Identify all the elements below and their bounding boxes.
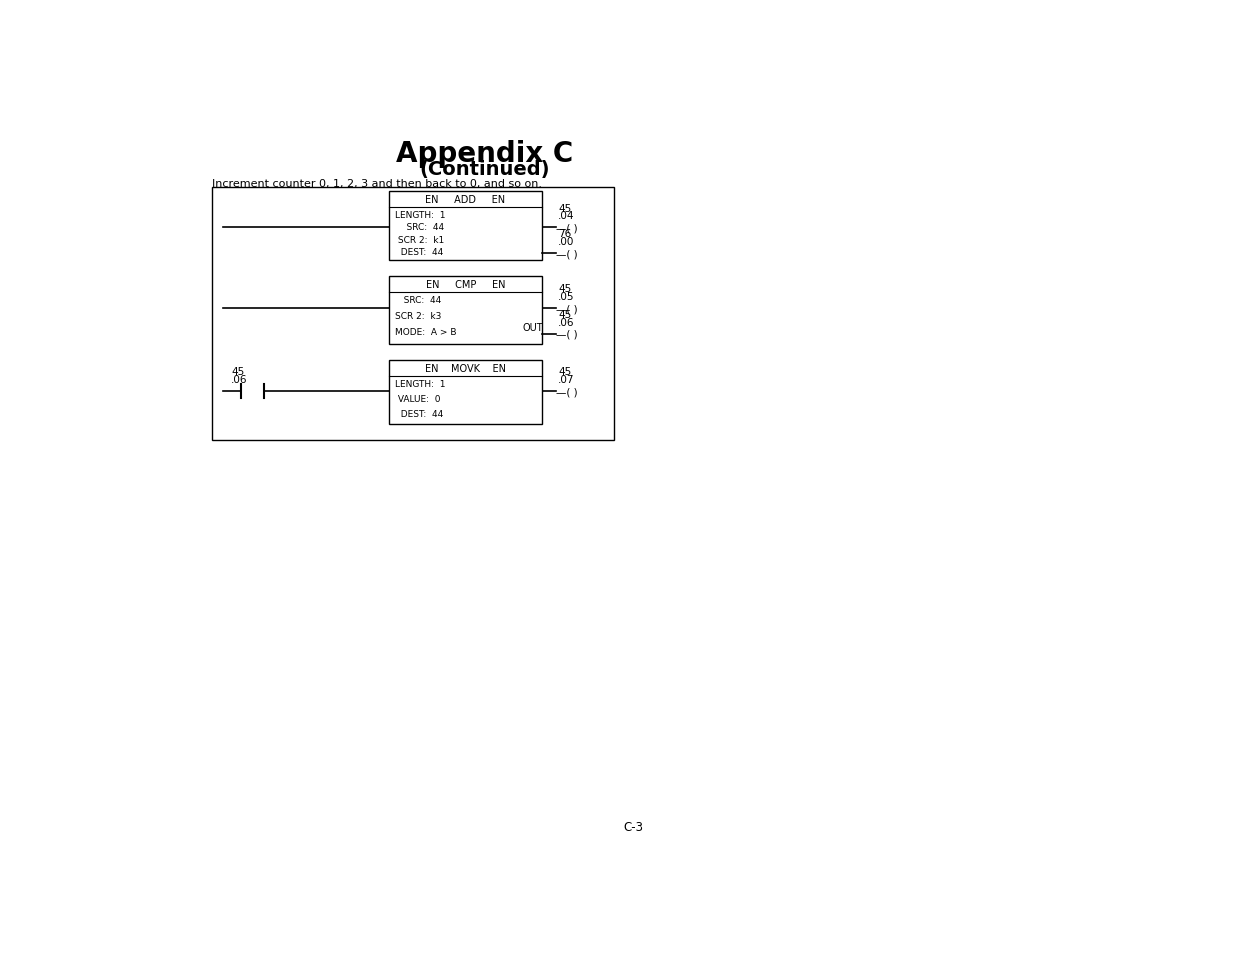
- Text: .05: .05: [558, 292, 574, 301]
- Text: .06: .06: [558, 317, 574, 327]
- Text: EN    MOVK    EN: EN MOVK EN: [425, 363, 506, 374]
- Text: 45: 45: [558, 310, 572, 320]
- Text: EN     ADD     EN: EN ADD EN: [425, 194, 505, 204]
- Text: SRC:  44: SRC: 44: [395, 223, 443, 232]
- Text: 76: 76: [558, 229, 572, 239]
- Text: —( ): —( ): [556, 304, 578, 314]
- Text: .06: .06: [231, 375, 247, 384]
- Text: OUT: OUT: [522, 322, 543, 333]
- Text: DEST:  44: DEST: 44: [395, 409, 443, 418]
- Bar: [389, 360, 542, 425]
- Text: MODE:  A > B: MODE: A > B: [395, 328, 456, 337]
- Text: —( ): —( ): [556, 330, 578, 339]
- Text: .07: .07: [558, 375, 574, 384]
- Text: .04: .04: [558, 211, 574, 221]
- Text: Increment counter 0, 1, 2, 3 and then back to 0, and so on.: Increment counter 0, 1, 2, 3 and then ba…: [212, 179, 542, 189]
- Text: C-3: C-3: [622, 820, 643, 833]
- Text: 45: 45: [558, 203, 572, 213]
- Bar: [212, 188, 614, 441]
- Text: —( ): —( ): [556, 249, 578, 259]
- Text: —( ): —( ): [556, 387, 578, 396]
- Text: Appendix C: Appendix C: [396, 140, 573, 168]
- Text: SRC:  44: SRC: 44: [395, 295, 441, 305]
- Text: EN     CMP     EN: EN CMP EN: [426, 279, 505, 290]
- Text: VALUE:  0: VALUE: 0: [395, 395, 440, 403]
- Text: SCR 2:  k1: SCR 2: k1: [395, 235, 443, 244]
- Bar: [389, 276, 542, 345]
- Text: 45: 45: [558, 284, 572, 294]
- Text: —( ): —( ): [556, 223, 578, 233]
- Text: SCR 2:  k3: SCR 2: k3: [395, 312, 441, 321]
- Text: LENGTH:  1: LENGTH: 1: [395, 379, 445, 388]
- Text: 45: 45: [558, 367, 572, 377]
- Text: DEST:  44: DEST: 44: [395, 248, 443, 257]
- Text: .00: .00: [558, 236, 574, 247]
- Text: LENGTH:  1: LENGTH: 1: [395, 211, 445, 219]
- Text: (Continued): (Continued): [420, 160, 550, 179]
- Bar: [389, 192, 542, 261]
- Text: 45: 45: [231, 367, 245, 377]
